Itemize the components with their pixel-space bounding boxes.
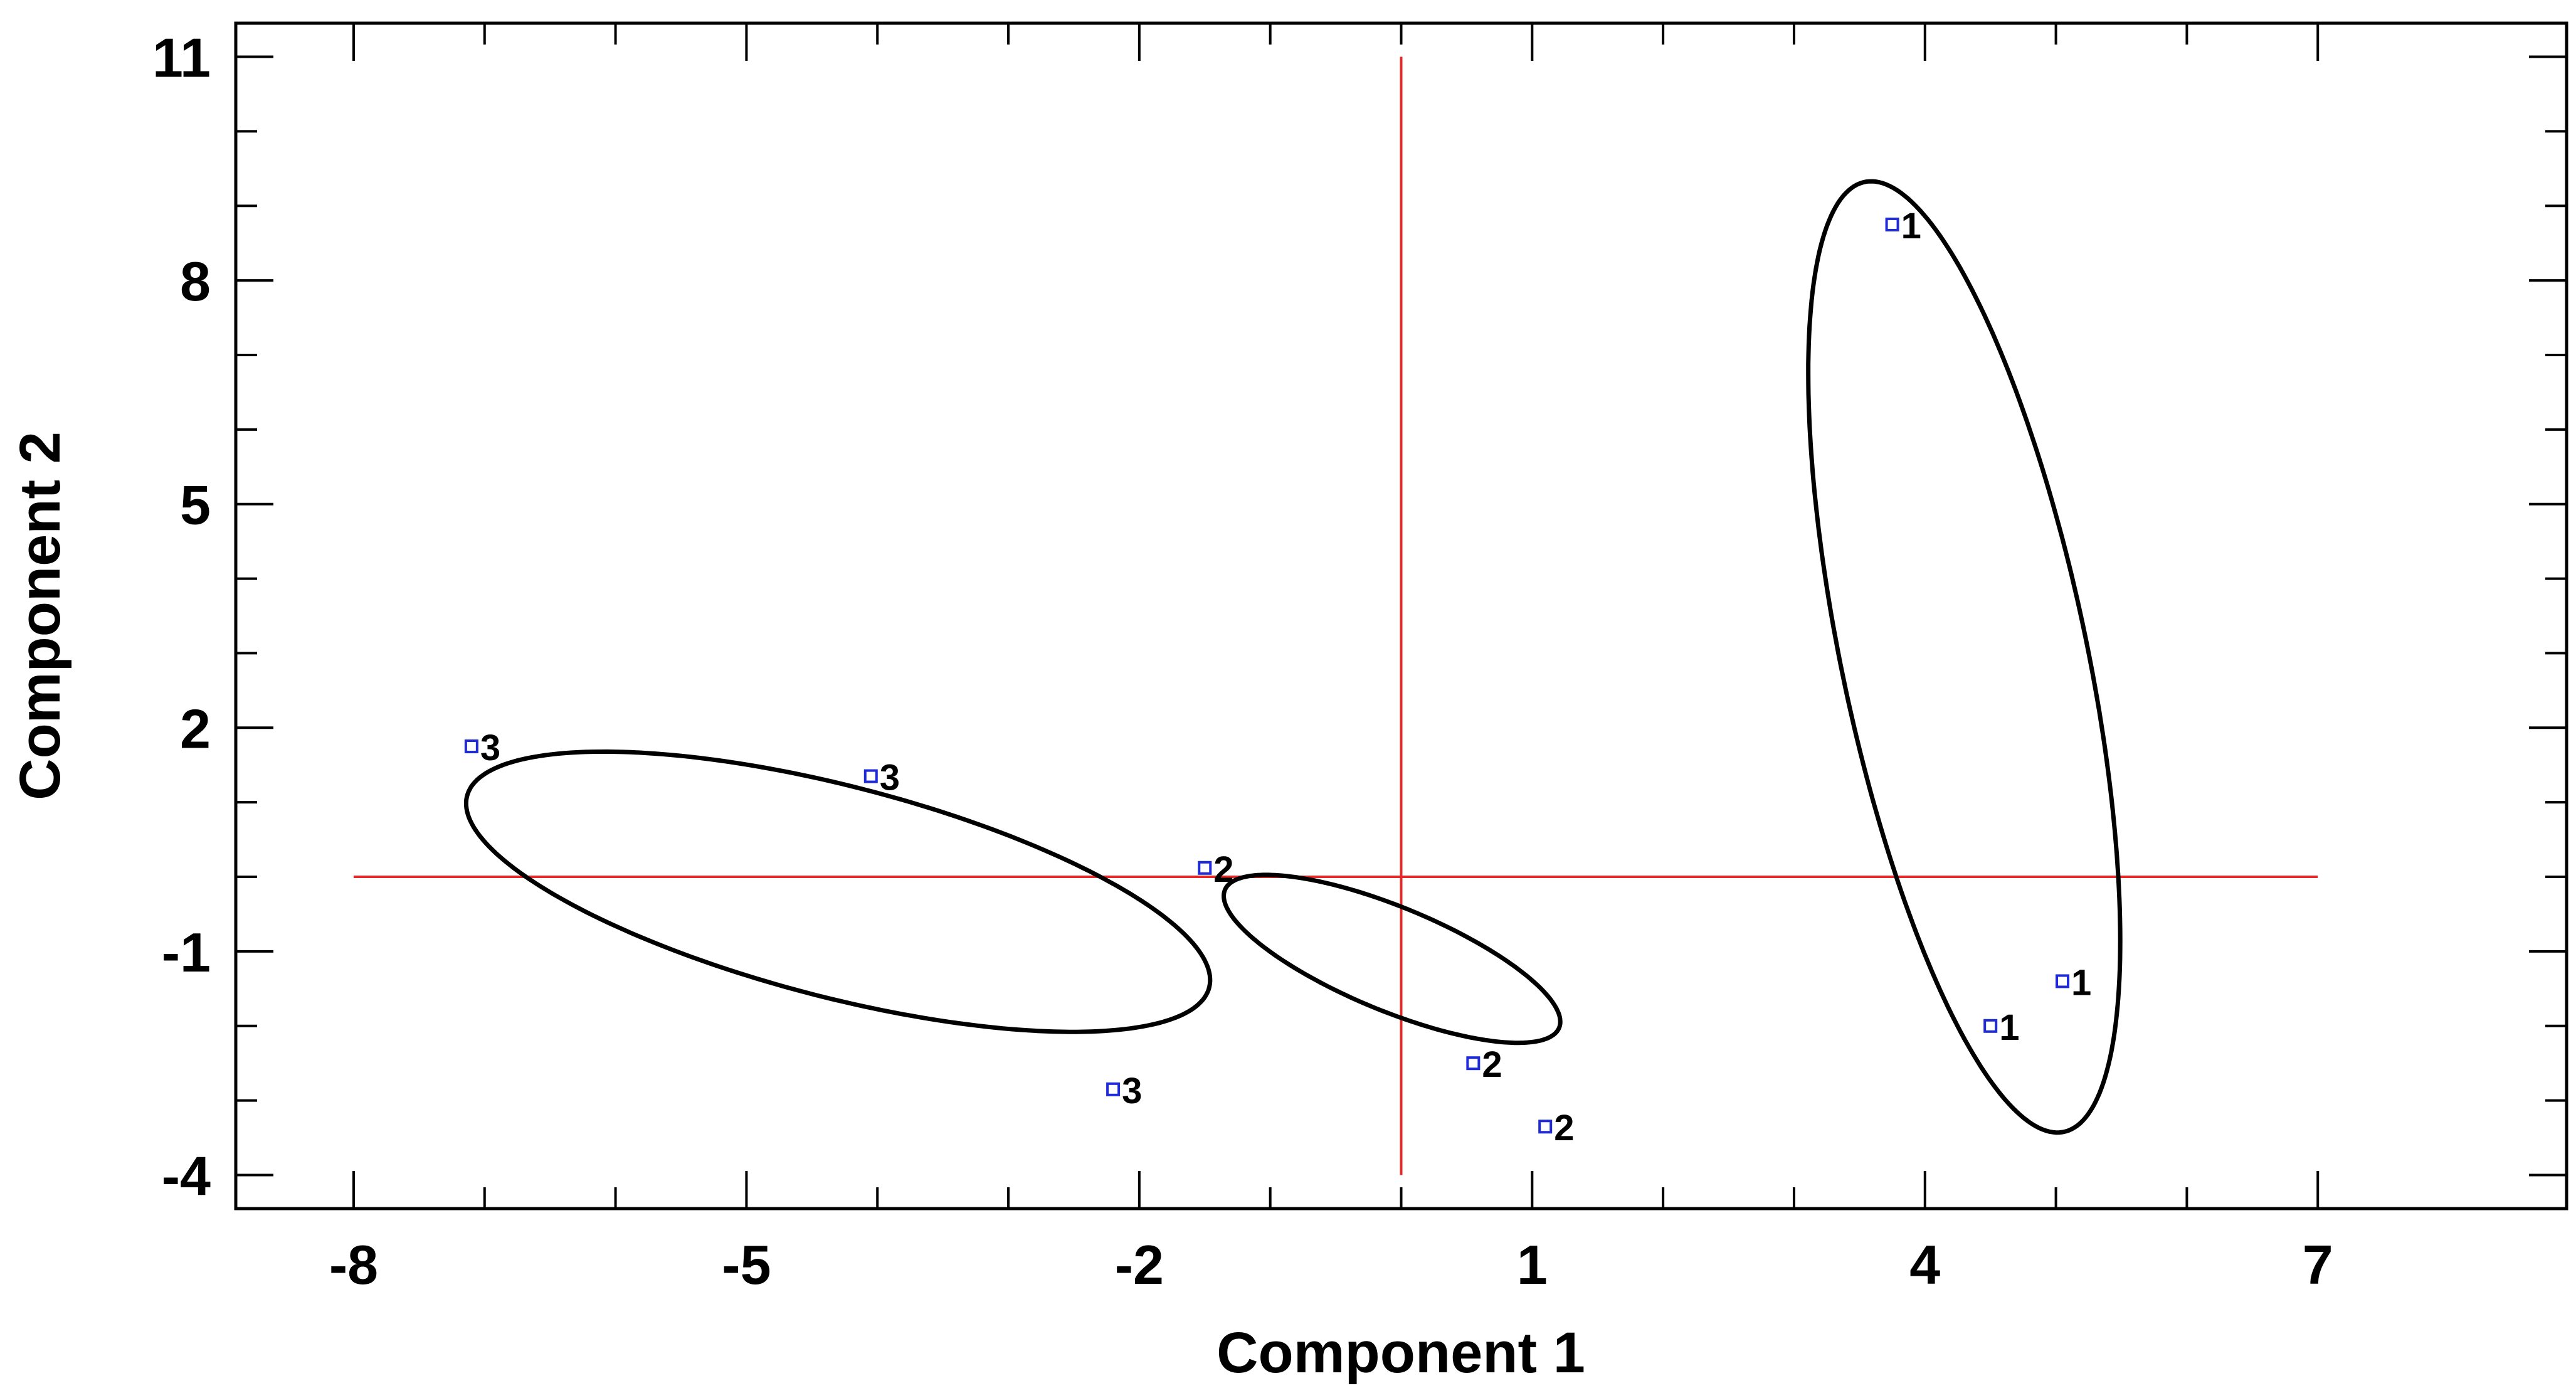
y-tick-label: 11	[152, 26, 211, 88]
data-point-label: 3	[880, 758, 900, 798]
y-axis-title: Component 2	[8, 432, 72, 800]
reference-lines	[353, 56, 2318, 1175]
data-point-label: 2	[1554, 1108, 1574, 1148]
data-point-label: 2	[1213, 849, 1233, 890]
data-point-label: 1	[1999, 1007, 2019, 1048]
data-points: 1 1 1 2 2 2 3 3 3	[464, 206, 2091, 1148]
data-point-marker	[1538, 1120, 1553, 1134]
data-point-label: 3	[480, 728, 500, 768]
data-point-marker	[1198, 861, 1212, 875]
data-point-marker	[464, 739, 478, 754]
data-point-marker	[1466, 1056, 1481, 1071]
x-tick-label: -8	[329, 1234, 378, 1296]
y-tick-label: 5	[180, 474, 211, 536]
x-tick-label: 7	[2303, 1234, 2333, 1296]
cluster-ellipse-3	[463, 749, 1213, 1034]
x-tick-label: 4	[1909, 1234, 1940, 1296]
data-point-marker	[1983, 1019, 1998, 1033]
y-tick-label: -1	[162, 921, 211, 983]
x-tick-label: -2	[1115, 1234, 1164, 1296]
cluster-ellipses	[463, 179, 2123, 1135]
data-point-marker	[863, 769, 878, 783]
x-axis-title: Component 1	[1217, 1321, 1585, 1385]
data-point-label: 1	[1901, 206, 1921, 246]
x-tick-label: -5	[722, 1234, 771, 1296]
y-tick-label: -4	[162, 1145, 211, 1207]
y-tick-label: 2	[180, 697, 211, 760]
data-point-marker	[1106, 1082, 1121, 1096]
data-point-label: 3	[1122, 1071, 1142, 1111]
x-tick-label: 1	[1517, 1234, 1548, 1296]
data-point-label: 1	[2071, 962, 2091, 1003]
data-point-label: 2	[1482, 1044, 1502, 1085]
cluster-ellipse-1	[1806, 179, 2123, 1135]
data-point-marker	[1885, 217, 1899, 231]
y-tick-label: 8	[180, 250, 211, 312]
data-point-marker	[2056, 974, 2070, 988]
cluster-ellipse-2	[1222, 872, 1563, 1046]
